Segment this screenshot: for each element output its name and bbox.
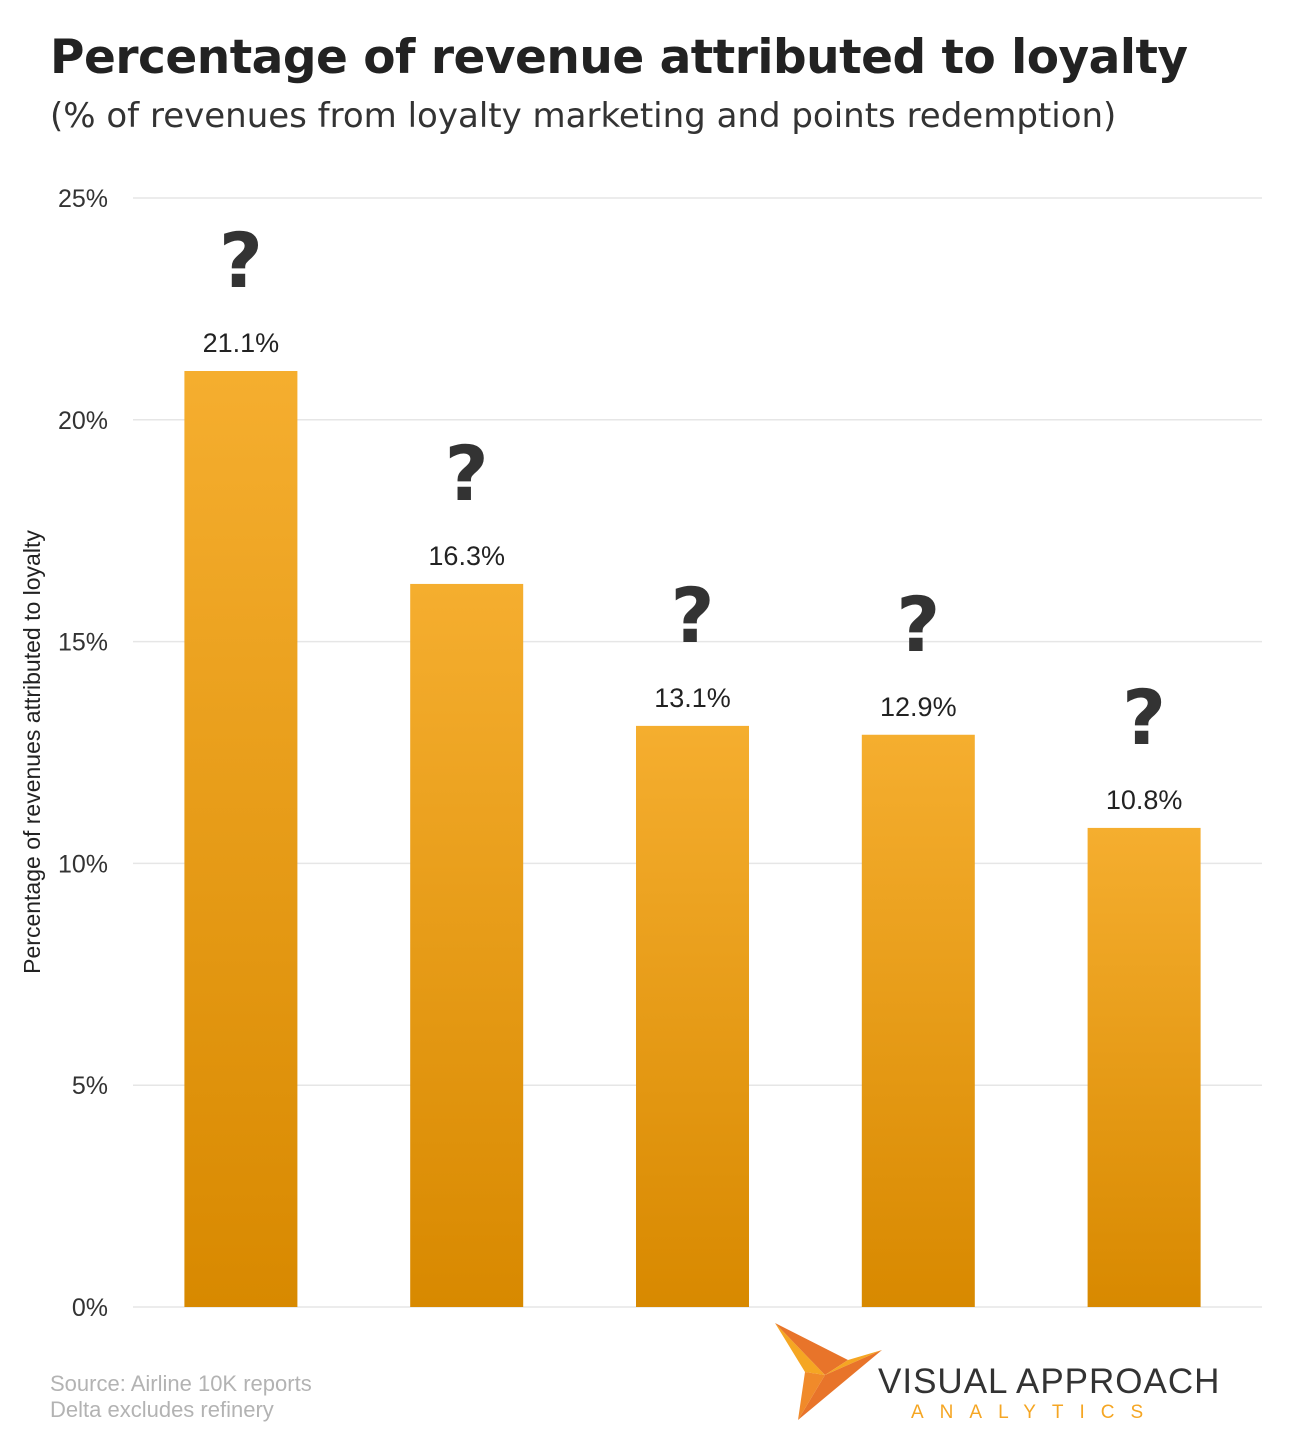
bar-value-label: 12.9%: [880, 692, 957, 722]
brand-logo: VISUAL APPROACH ANALYTICS: [770, 1320, 1250, 1430]
y-tick-label: 5%: [72, 1072, 108, 1100]
category-label: ?: [219, 216, 263, 305]
y-tick-label: 0%: [72, 1294, 108, 1322]
bar-value-label: 21.1%: [203, 328, 280, 358]
y-tick-label: 25%: [58, 185, 108, 213]
bar-value-label: 10.8%: [1106, 785, 1183, 815]
y-tick-label: 15%: [58, 629, 108, 657]
y-tick-label: 20%: [58, 407, 108, 435]
category-label: ?: [445, 429, 489, 518]
y-axis-ticks: 0% 5% 10% 15% 20% 25%: [58, 185, 108, 1322]
bars: [184, 371, 1201, 1307]
category-label: ?: [1122, 673, 1166, 762]
logo-tagline: ANALYTICS: [911, 1402, 1160, 1423]
source-line: Delta excludes refinery: [50, 1397, 274, 1422]
source-note: Source: Airline 10K reports Delta exclud…: [50, 1371, 312, 1423]
bar: [1087, 827, 1201, 1307]
source-line: Source: Airline 10K reports: [50, 1371, 312, 1396]
bar: [184, 371, 298, 1307]
arrow-logo-icon: [775, 1323, 882, 1420]
bar: [861, 734, 975, 1307]
bar-value-label: 16.3%: [428, 541, 505, 571]
bar: [410, 583, 524, 1307]
chart-subtitle: (% of revenues from loyalty marketing an…: [50, 96, 1117, 136]
chart-title: Percentage of revenue attributed to loya…: [50, 30, 1188, 85]
bar-chart: 0% 5% 10% 15% 20% 25% 21.1% 16.3% 13.1% 12.9% 10.…: [19, 185, 1262, 1322]
y-axis-label: Percentage of revenues attributed to loy…: [19, 530, 45, 974]
bar: [636, 725, 749, 1307]
value-labels: 21.1% 16.3% 13.1% 12.9% 10.8%: [203, 328, 1183, 815]
y-tick-label: 10%: [58, 850, 108, 878]
category-label: ?: [896, 580, 940, 669]
category-labels: ?????: [219, 216, 1166, 762]
logo-name: VISUAL APPROACH: [878, 1362, 1221, 1401]
category-label: ?: [670, 571, 714, 660]
bar-value-label: 13.1%: [654, 683, 731, 713]
